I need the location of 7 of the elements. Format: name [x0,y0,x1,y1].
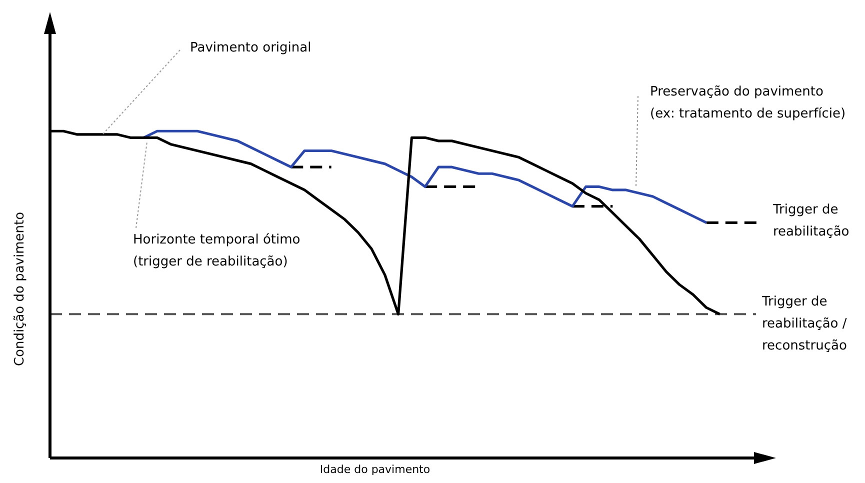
ref-line-label: Trigger de reabilitação / reconstrução [761,294,848,354]
text: Preservação do pavimento (ex: tratamento de superfície) [650,84,846,122]
x-axis-title: Idade do pavimento [320,462,430,476]
y-axis-title: Condição do pavimento [12,212,28,366]
text: Pavimento original [190,40,312,56]
annotation: Horizonte temporal ótimo (trigger de reabilitação) [133,232,300,270]
text: Trigger de reabilitação [772,202,850,240]
